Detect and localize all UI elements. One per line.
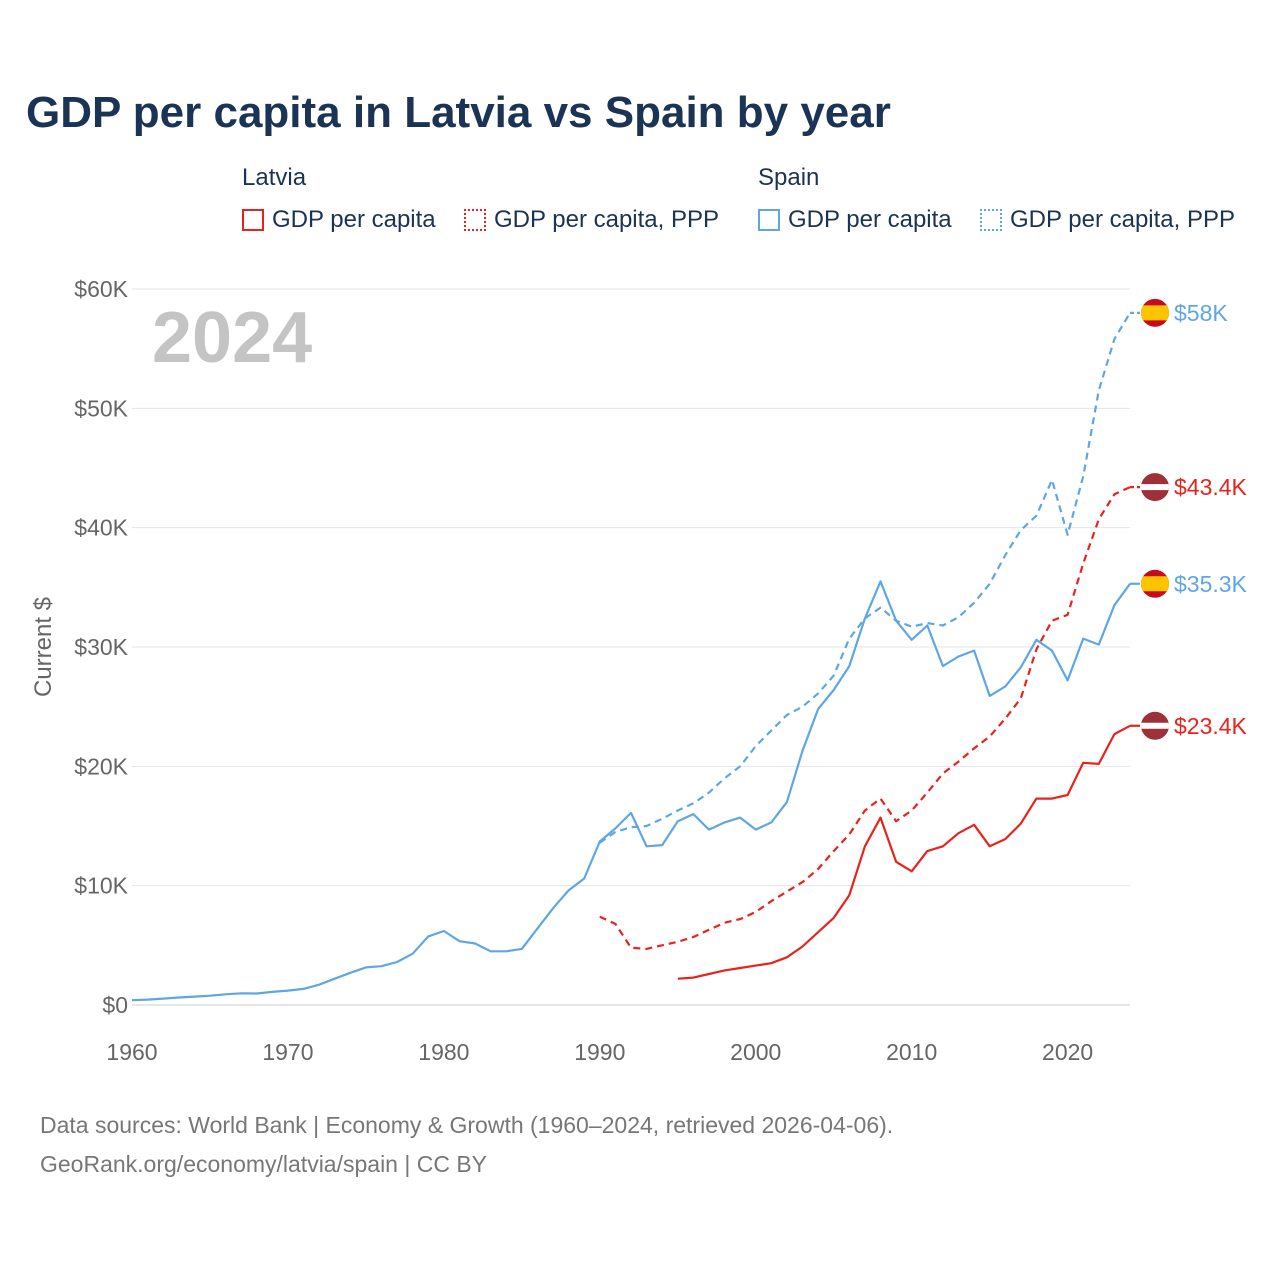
- year-watermark: 2024: [152, 298, 312, 378]
- series-line-spain-gdp-per-capita-ppp: [599, 312, 1131, 844]
- grid-lines: [132, 288, 1130, 1006]
- y-tick-label: $10K: [74, 873, 128, 899]
- legend-item-label: GDP per capita: [788, 206, 952, 233]
- end-labels: $35.3K $58K $43.4K $23.4K: [1130, 298, 1248, 740]
- spain-flag-icon: [1141, 569, 1169, 598]
- series-line-spain-gdp-per-capita: [131, 580, 1131, 1002]
- line-chart: $0 $10K $20K $30K $40K $50K $60K 1960 1970 1980 19…: [30, 276, 1248, 1065]
- x-tick-label: 1990: [574, 1039, 625, 1065]
- y-axis-title: Current $: [30, 597, 57, 697]
- legend-item-label: GDP per capita: [272, 206, 436, 233]
- legend-group-spain-title: Spain: [758, 164, 820, 191]
- y-tick-label: $20K: [74, 753, 128, 779]
- y-tick-label: $40K: [74, 515, 128, 541]
- y-tick-label: $30K: [74, 634, 128, 660]
- chart-title: GDP per capita in Latvia vs Spain by yea…: [26, 88, 891, 137]
- latvia-flag-icon: [1141, 473, 1169, 502]
- legend-swatch-latvia-dotted: [464, 209, 486, 231]
- x-tick-label: 1960: [106, 1039, 157, 1065]
- x-tick-label: 2000: [730, 1039, 781, 1065]
- legend-item-label: GDP per capita, PPP: [1010, 206, 1235, 233]
- series: [131, 312, 1131, 1002]
- x-tick-label: 1970: [262, 1039, 313, 1065]
- latvia-flag-icon: [1141, 711, 1169, 740]
- end-value-label: $58K: [1174, 300, 1228, 326]
- x-tick-label: 1980: [418, 1039, 469, 1065]
- legend-item-latvia-gdp[interactable]: GDP per capita: [242, 205, 436, 235]
- series-line-latvia-gdp-per-capita: [677, 724, 1131, 980]
- legend-swatch-latvia-solid: [242, 209, 264, 231]
- end-value-label: $35.3K: [1174, 571, 1248, 597]
- footer-sources: Data sources: World Bank | Economy & Gro…: [40, 1112, 894, 1138]
- series-line-latvia-gdp-per-capita-ppp: [599, 486, 1131, 950]
- y-tick-label: $0: [102, 992, 128, 1018]
- legend-group-latvia-title: Latvia: [242, 164, 307, 191]
- y-tick-label: $60K: [74, 276, 128, 302]
- footer-credit: GeoRank.org/economy/latvia/spain | CC BY: [40, 1151, 488, 1177]
- end-value-label: $23.4K: [1174, 713, 1248, 739]
- x-tick-label: 2010: [886, 1039, 937, 1065]
- x-tick-label: 2020: [1042, 1039, 1093, 1065]
- legend-item-latvia-gdp-ppp[interactable]: GDP per capita, PPP: [464, 205, 719, 235]
- legend-item-label: GDP per capita, PPP: [494, 206, 719, 233]
- legend-item-spain-gdp-ppp[interactable]: GDP per capita, PPP: [980, 205, 1235, 235]
- legend-swatch-spain-dotted: [980, 209, 1002, 231]
- legend-item-spain-gdp[interactable]: GDP per capita: [758, 205, 952, 235]
- legend-swatch-spain-solid: [758, 209, 780, 231]
- y-tick-label: $50K: [74, 395, 128, 421]
- footer: Data sources: World Bank | Economy & Gro…: [40, 1106, 893, 1184]
- axes: $0 $10K $20K $30K $40K $50K $60K 1960 1970 1980 19…: [74, 276, 1093, 1065]
- end-value-label: $43.4K: [1174, 474, 1248, 500]
- spain-flag-icon: [1141, 298, 1169, 327]
